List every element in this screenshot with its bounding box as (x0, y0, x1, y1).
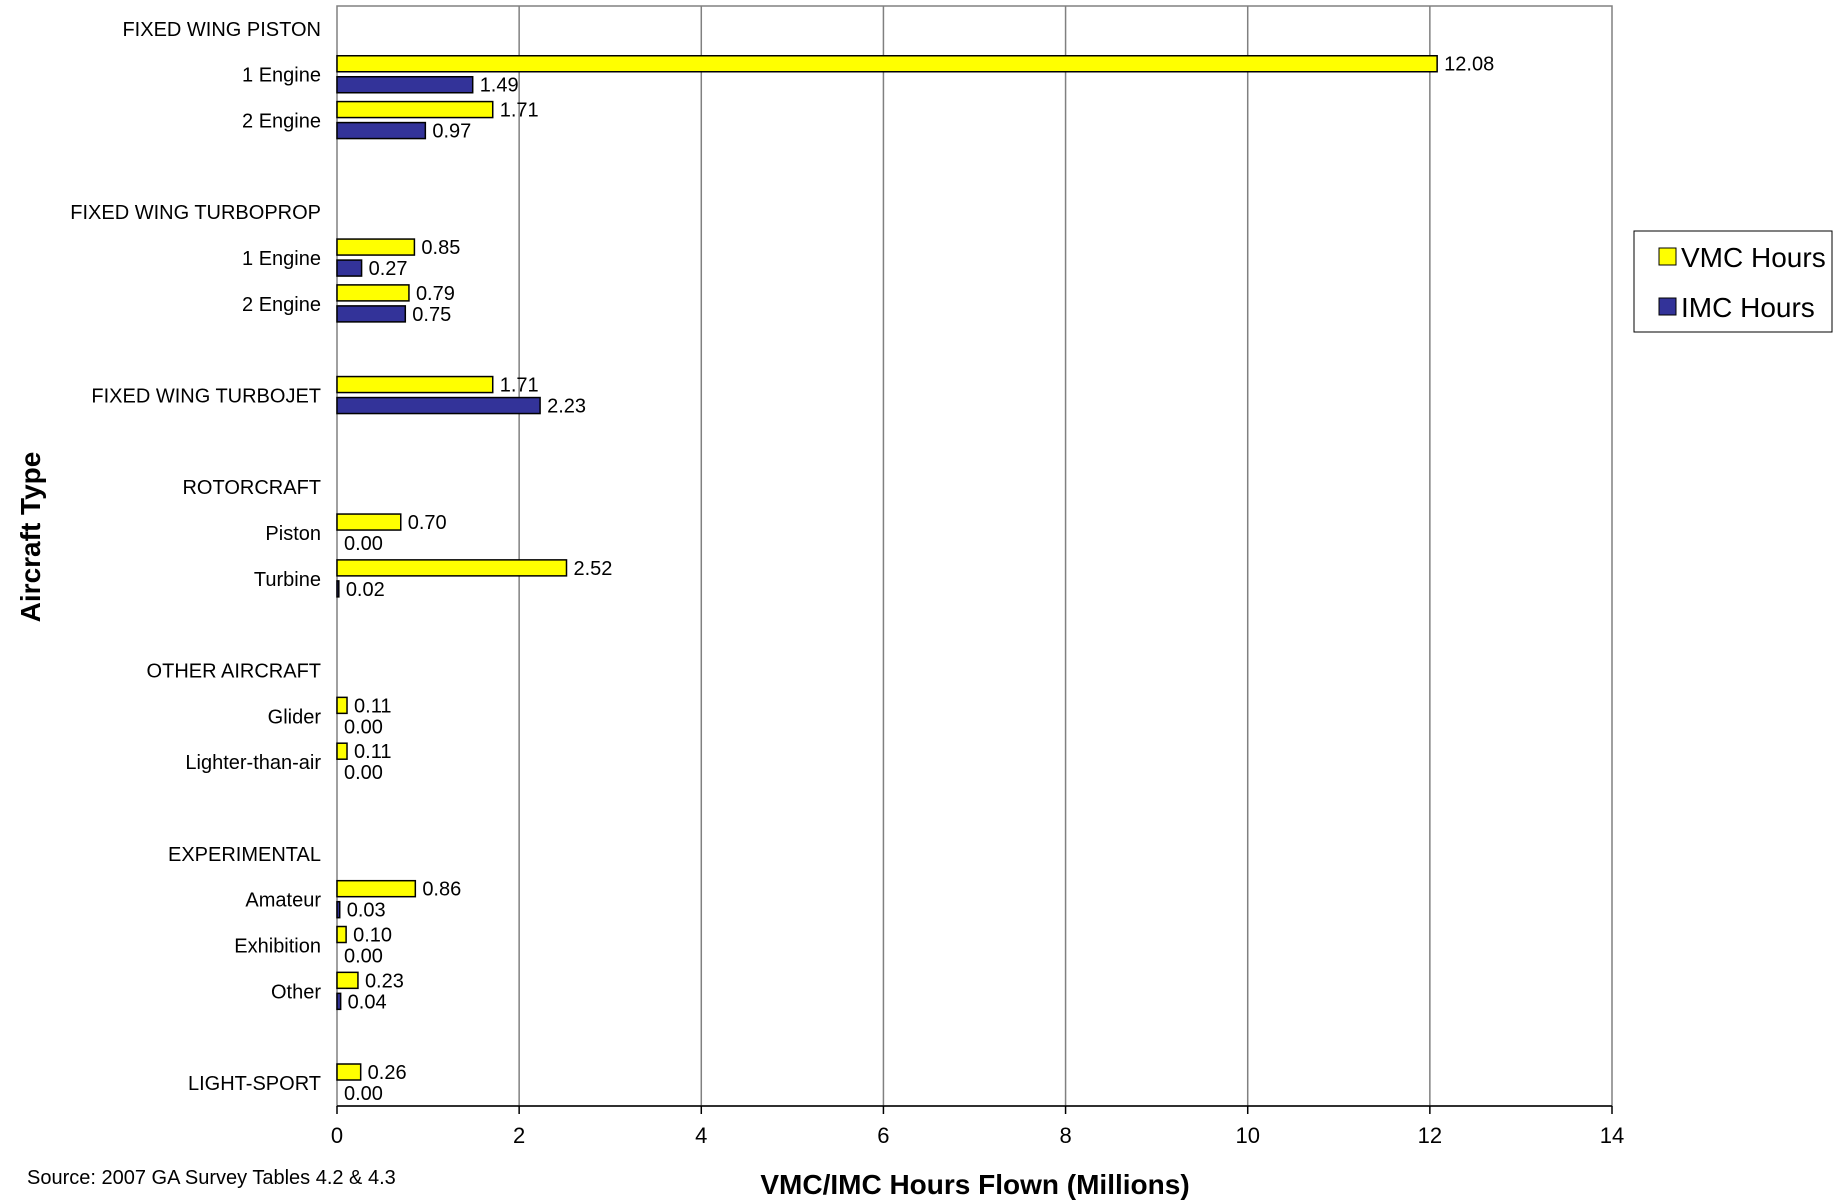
category-label: 1 Engine (242, 65, 321, 87)
x-tick-label: 4 (695, 1123, 707, 1148)
bar-vmc (336, 696, 348, 715)
legend-label-vmc: VMC Hours (1681, 242, 1826, 273)
data-label: 0.10 (353, 925, 392, 947)
category-label: ROTORCRAFT (182, 477, 321, 499)
data-label: 0.26 (368, 1062, 407, 1084)
data-label: 1.49 (480, 75, 519, 97)
bar-vmc (336, 375, 494, 394)
data-label: 0.00 (344, 533, 383, 555)
legend-swatch-imc (1658, 297, 1677, 316)
data-label: 0.23 (365, 970, 404, 992)
data-label: 2.52 (574, 558, 613, 580)
bar-vmc (336, 971, 359, 990)
legend-swatch-vmc (1658, 247, 1677, 266)
bar-vmc (336, 879, 417, 898)
bar-vmc (336, 1063, 362, 1081)
x-tick-label: 10 (1235, 1123, 1259, 1148)
grid-lines (518, 6, 1431, 1106)
bar-vmc (336, 54, 1438, 73)
data-label: 0.75 (412, 304, 451, 326)
bar-imc (336, 992, 342, 1011)
data-label: 0.79 (416, 283, 455, 305)
bar-imc (336, 900, 341, 919)
data-label: 0.70 (408, 512, 447, 534)
bar-imc (336, 396, 541, 415)
bars (336, 54, 1438, 1081)
y-axis-title: Aircraft Type (15, 452, 46, 623)
bar-vmc (336, 100, 494, 119)
bar-imc (336, 305, 407, 323)
category-label: FIXED WING TURBOPROP (70, 202, 321, 224)
x-axis-ticks: 0 2 4 6 8 10 12 14 (331, 1105, 1624, 1148)
category-label: FIXED WING TURBOJET (91, 386, 321, 408)
data-label: 0.11 (354, 741, 391, 763)
legend-label-imc: IMC Hours (1681, 292, 1815, 323)
data-label: 0.00 (344, 1083, 383, 1105)
data-label: 2.23 (547, 396, 586, 418)
x-axis-title: VMC/IMC Hours Flown (Millions) (760, 1169, 1189, 1200)
legend: VMC Hours IMC Hours (1633, 230, 1833, 333)
data-label: 0.27 (369, 258, 408, 280)
bar-vmc (336, 559, 568, 577)
x-tick-label: 2 (513, 1123, 525, 1148)
data-label: 12.08 (1444, 54, 1494, 76)
x-tick-label: 6 (877, 1123, 889, 1148)
category-label: 2 Engine (242, 294, 321, 316)
bar-vmc (336, 284, 410, 302)
data-label: 0.00 (344, 762, 383, 784)
data-label: 1.71 (500, 375, 539, 397)
bar-vmc (336, 742, 348, 760)
data-label: 0.97 (432, 121, 471, 143)
category-label: 2 Engine (242, 111, 321, 133)
category-label: Amateur (245, 890, 321, 912)
bar-imc (336, 580, 340, 598)
category-label: Piston (265, 523, 321, 545)
data-labels: 12.08 1.49 1.71 0.97 0.85 0.27 0.790.75 1.71 2.2… (344, 54, 1494, 1105)
bar-imc (336, 121, 427, 140)
data-label: 0.00 (344, 716, 383, 738)
bar-imc (336, 259, 363, 277)
category-labels: FIXED WING PISTON 1 Engine 2 Engine FIXED W… (70, 19, 321, 1095)
data-label: 0.11 (354, 695, 391, 717)
x-tick-label: 0 (331, 1123, 343, 1148)
category-label: Other (271, 981, 321, 1003)
category-label: EXPERIMENTAL (168, 844, 321, 866)
category-label: Lighter-than-air (185, 752, 321, 774)
category-label: Exhibition (234, 936, 321, 958)
bar-vmc (336, 238, 416, 256)
category-label: OTHER AIRCRAFT (147, 661, 321, 683)
category-label: FIXED WING PISTON (122, 19, 321, 41)
bar-imc (336, 75, 474, 94)
data-label: 0.02 (346, 579, 385, 601)
category-label: Glider (268, 706, 322, 728)
x-tick-label: 12 (1418, 1123, 1442, 1148)
source-note: Source: 2007 GA Survey Tables 4.2 & 4.3 (27, 1167, 396, 1189)
x-tick-label: 14 (1600, 1123, 1624, 1148)
data-label: 0.85 (421, 237, 460, 259)
category-label: LIGHT-SPORT (188, 1073, 321, 1095)
data-label: 0.86 (422, 879, 461, 901)
category-label: 1 Engine (242, 248, 321, 270)
data-label: 1.71 (500, 100, 539, 122)
x-tick-label: 8 (1059, 1123, 1071, 1148)
data-label: 0.00 (344, 946, 383, 968)
data-label: 0.03 (347, 900, 386, 922)
bar-vmc (336, 925, 347, 944)
data-label: 0.04 (348, 991, 387, 1013)
category-label: Turbine (254, 569, 321, 591)
plot-area (336, 5, 1613, 1107)
bar-vmc (336, 513, 402, 531)
